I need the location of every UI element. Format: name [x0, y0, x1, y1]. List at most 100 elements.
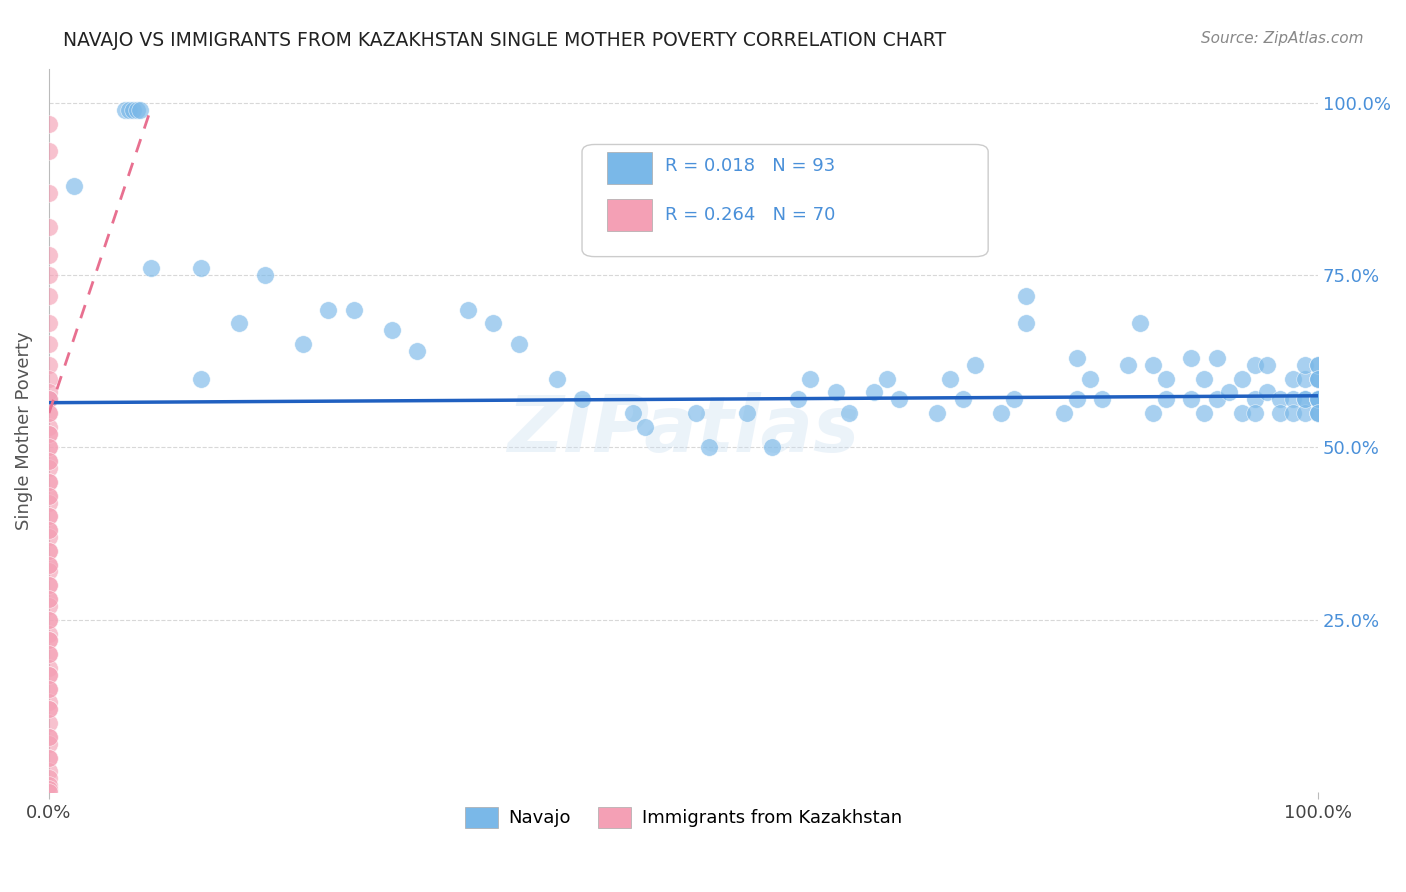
Point — [1308, 392, 1330, 407]
Point — [761, 441, 783, 455]
Point — [685, 406, 707, 420]
Point — [1268, 392, 1291, 407]
Point — [1205, 392, 1227, 407]
Point — [406, 344, 429, 359]
Point — [1294, 392, 1316, 407]
Point — [1066, 351, 1088, 365]
Point — [139, 261, 162, 276]
Point — [38, 626, 60, 640]
Point — [1192, 371, 1215, 385]
Point — [38, 461, 60, 475]
Text: R = 0.018   N = 93: R = 0.018 N = 93 — [665, 157, 835, 175]
Point — [1308, 392, 1330, 407]
Point — [508, 337, 530, 351]
Point — [1308, 392, 1330, 407]
FancyBboxPatch shape — [607, 199, 652, 231]
Point — [38, 633, 60, 648]
Point — [1308, 406, 1330, 420]
Point — [1180, 351, 1202, 365]
Point — [38, 530, 60, 544]
Point — [1294, 406, 1316, 420]
Point — [38, 358, 60, 372]
Point — [63, 178, 86, 193]
Point — [38, 716, 60, 731]
Point — [118, 103, 141, 117]
Point — [1294, 371, 1316, 385]
Point — [482, 317, 505, 331]
Point — [38, 613, 60, 627]
Point — [228, 317, 250, 331]
Point — [38, 523, 60, 537]
Point — [1308, 371, 1330, 385]
Text: R = 0.264   N = 70: R = 0.264 N = 70 — [665, 206, 835, 224]
Point — [1192, 406, 1215, 420]
Point — [316, 302, 339, 317]
Point — [1015, 289, 1038, 303]
Point — [952, 392, 974, 407]
Point — [1142, 358, 1164, 372]
Point — [381, 323, 404, 337]
Point — [38, 145, 60, 159]
Point — [190, 261, 212, 276]
Point — [38, 771, 60, 785]
Point — [38, 702, 60, 716]
Point — [38, 578, 60, 592]
Point — [1256, 358, 1278, 372]
Point — [1243, 358, 1265, 372]
Point — [939, 371, 962, 385]
Point — [1294, 358, 1316, 372]
Point — [38, 750, 60, 764]
Point — [38, 544, 60, 558]
Point — [838, 406, 860, 420]
Point — [38, 509, 60, 524]
Point — [1243, 406, 1265, 420]
Point — [38, 558, 60, 572]
Point — [38, 647, 60, 661]
Point — [1308, 406, 1330, 420]
Point — [38, 668, 60, 682]
Point — [38, 392, 60, 407]
Point — [38, 268, 60, 283]
Point — [38, 219, 60, 234]
Point — [571, 392, 593, 407]
Point — [38, 392, 60, 407]
Point — [1308, 406, 1330, 420]
Point — [38, 419, 60, 434]
Point — [786, 392, 808, 407]
Point — [38, 186, 60, 200]
Point — [1053, 406, 1076, 420]
Point — [38, 495, 60, 509]
Point — [190, 371, 212, 385]
Point — [38, 475, 60, 489]
Point — [38, 599, 60, 613]
Point — [253, 268, 276, 283]
Point — [38, 730, 60, 744]
FancyBboxPatch shape — [582, 145, 988, 257]
Point — [38, 592, 60, 607]
Point — [965, 358, 987, 372]
Point — [38, 489, 60, 503]
Point — [1066, 392, 1088, 407]
Point — [1281, 371, 1303, 385]
Point — [38, 592, 60, 607]
Point — [1243, 392, 1265, 407]
Point — [1308, 358, 1330, 372]
Point — [1308, 371, 1330, 385]
Point — [38, 454, 60, 468]
Point — [457, 302, 479, 317]
Point — [38, 441, 60, 455]
Point — [121, 103, 143, 117]
Point — [125, 103, 148, 117]
Point — [38, 737, 60, 751]
Point — [1281, 392, 1303, 407]
Point — [38, 475, 60, 489]
Point — [129, 103, 152, 117]
Point — [1218, 385, 1240, 400]
Point — [291, 337, 314, 351]
Point — [621, 406, 644, 420]
Point — [863, 385, 886, 400]
Point — [634, 419, 657, 434]
Point — [342, 302, 364, 317]
Point — [38, 647, 60, 661]
Point — [1230, 371, 1253, 385]
